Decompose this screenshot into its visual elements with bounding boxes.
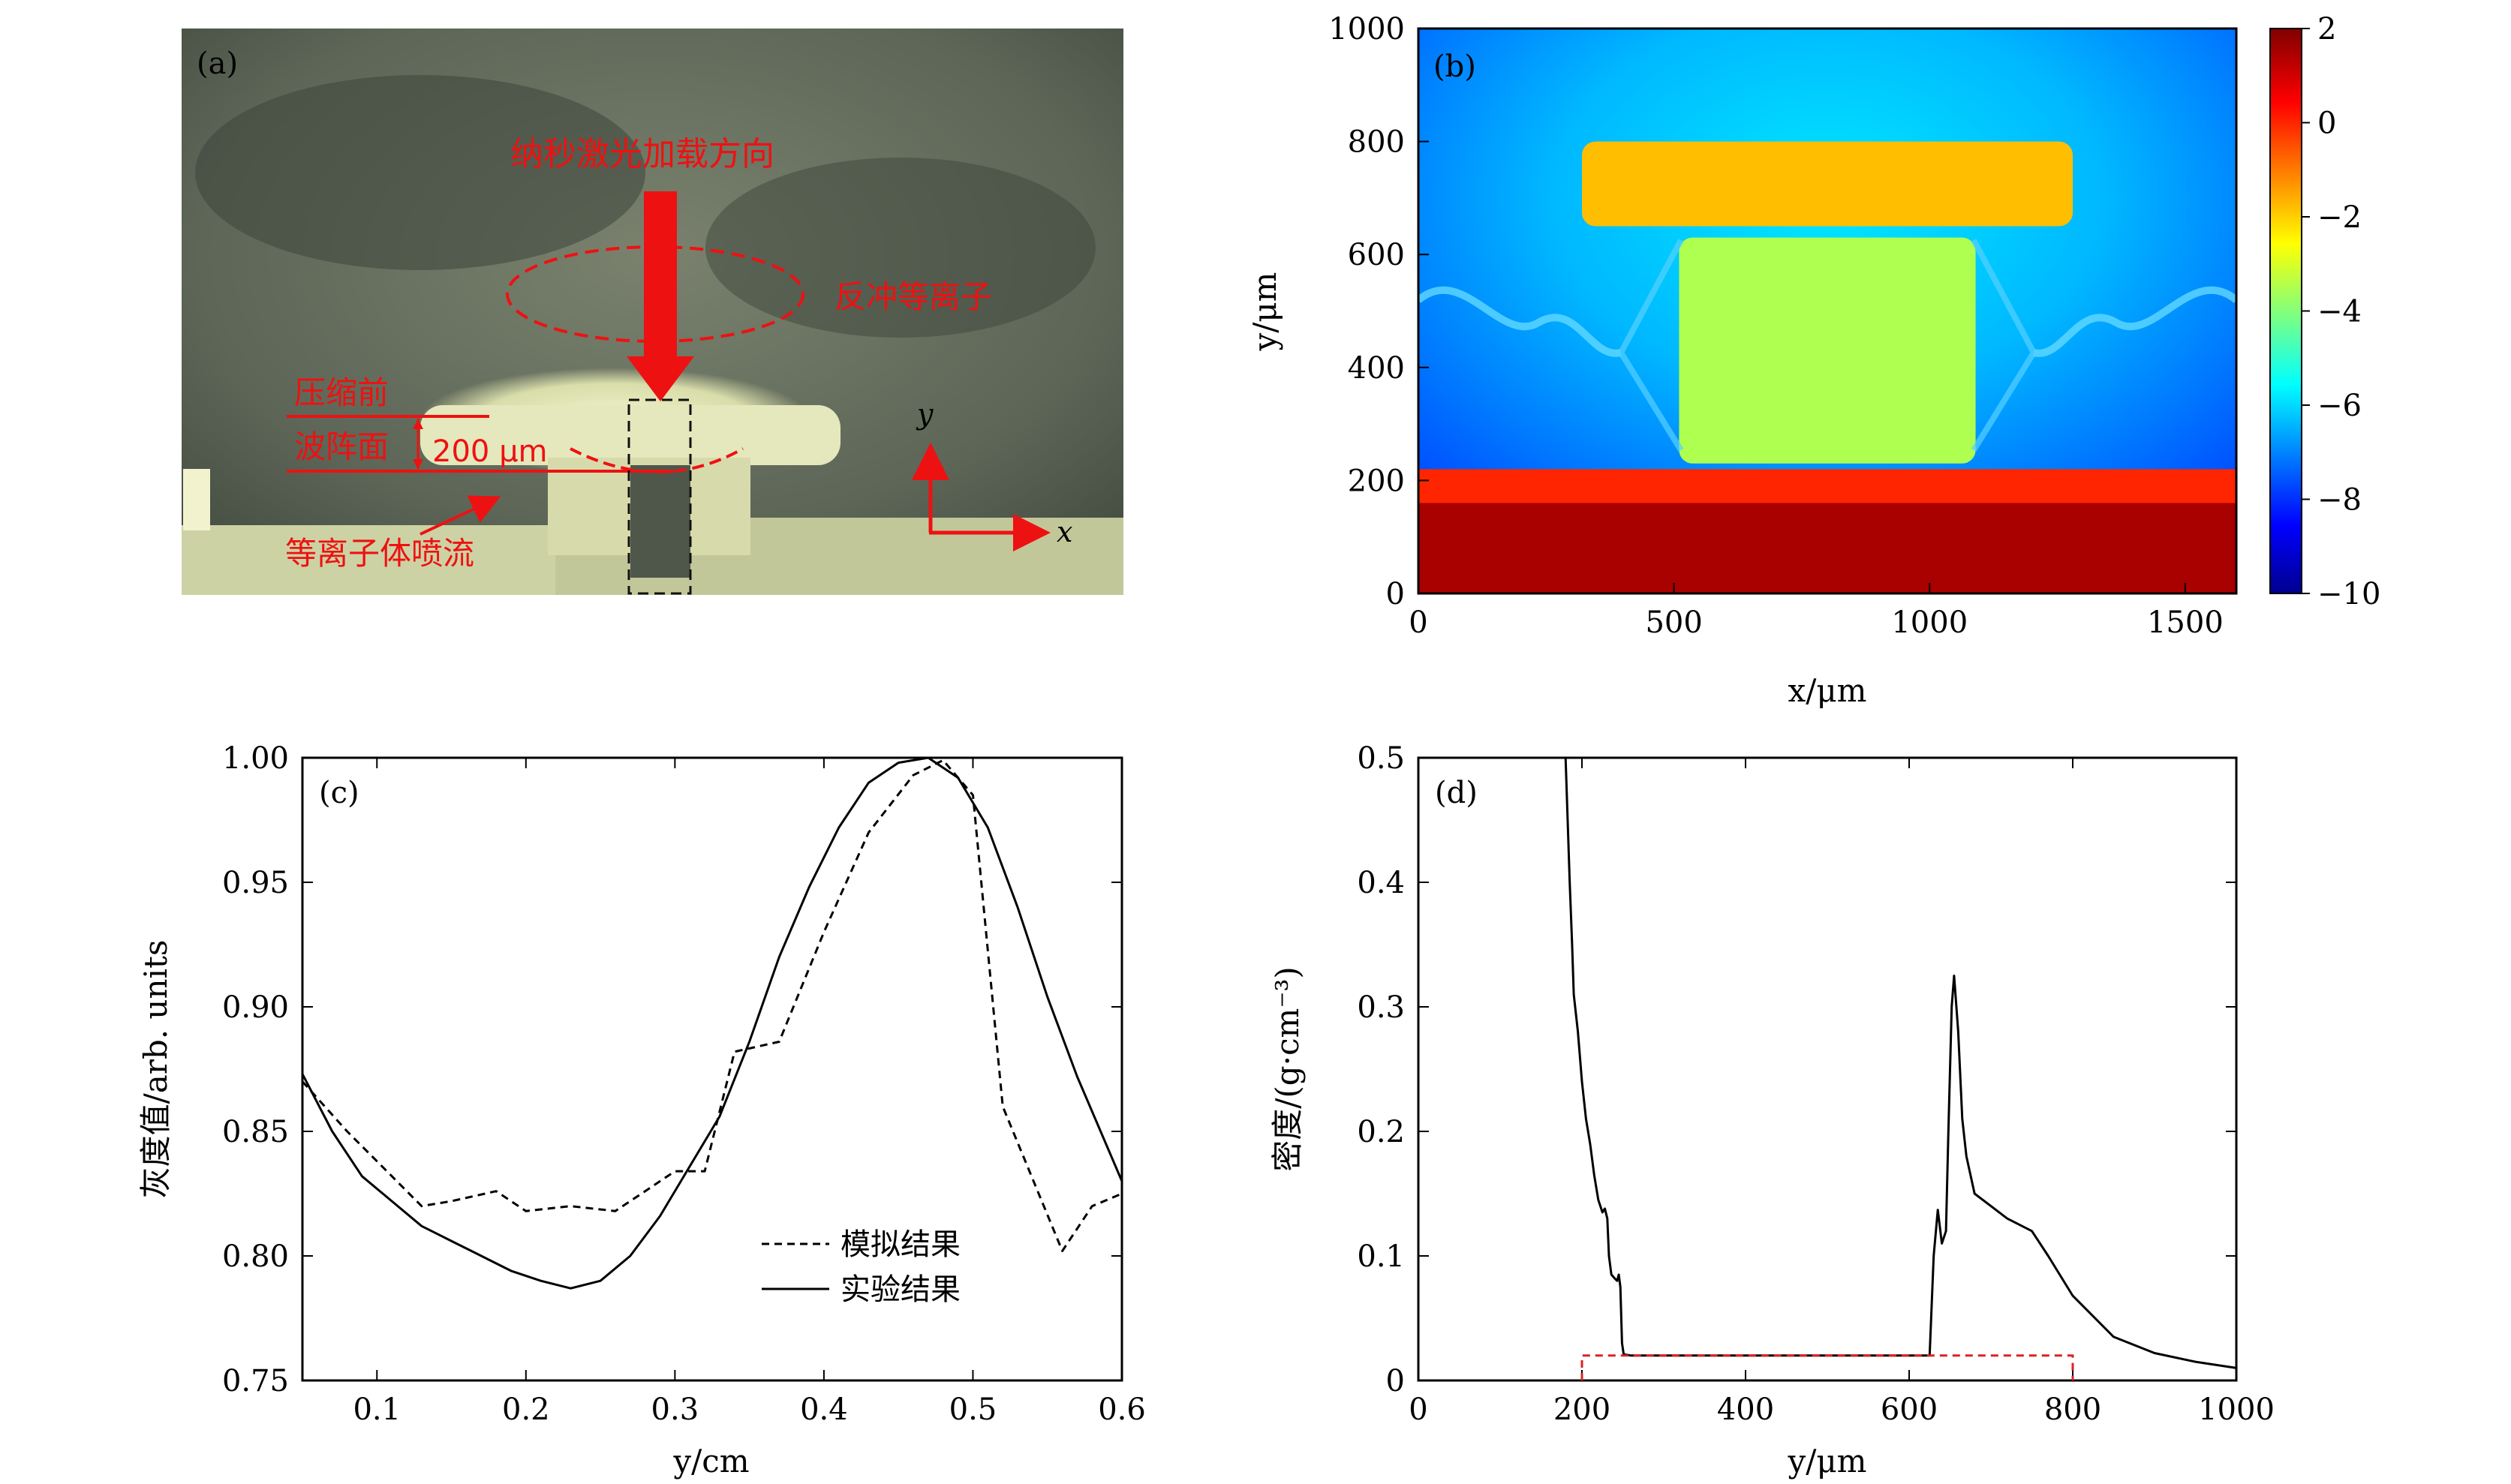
panel-label-c: (c) [319, 776, 359, 810]
panel-label-b: (b) [1433, 50, 1476, 84]
colorbar-tick-label: −6 [2317, 389, 2362, 423]
colorbar-tick-label: −10 [2317, 577, 2380, 611]
y-tick-label: 0.3 [1357, 990, 1405, 1025]
shock-filament [1418, 286, 1622, 357]
x-tick-label: 0.4 [800, 1392, 848, 1427]
b-y-axis-title: y/μm [1246, 272, 1283, 352]
dim-arrow-down [413, 459, 423, 470]
colorbar-tick-label: −4 [2317, 295, 2362, 329]
x-tick-label: 800 [2044, 1392, 2101, 1427]
b-y-tick-label: 800 [1348, 125, 1405, 160]
x-tick-label: 1000 [2198, 1392, 2275, 1427]
bright-base-left [182, 525, 557, 595]
bright-edge-block [183, 469, 210, 530]
legend-label-solid: 实验结果 [841, 1272, 961, 1307]
x-tick-label: 0.2 [502, 1392, 550, 1427]
y-tick-label: 0.90 [222, 990, 289, 1025]
dark-core [630, 465, 690, 578]
b-y-tick-label: 0 [1386, 577, 1405, 611]
b-x-tick-label: 0 [1409, 605, 1427, 640]
x-tick-label: 0.3 [651, 1392, 699, 1427]
bright-target [420, 405, 841, 465]
b-y-tick-label: 1000 [1328, 12, 1405, 47]
panel-b: 0 500 1000 1500 0 200 400 600 800 1000 (b) x/μm y… [1246, 12, 2380, 709]
panel-label-d: (d) [1435, 776, 1478, 810]
x-tick-label: 0 [1409, 1392, 1427, 1427]
shock-filament [1971, 239, 2037, 452]
y-tick-label: 0.75 [222, 1364, 289, 1398]
series-line-solid-1 [301, 756, 1123, 1290]
heatmap-frame [1417, 27, 2238, 595]
x-tick-label: 200 [1553, 1392, 1610, 1427]
backflush-ellipse [506, 245, 804, 343]
y-tick-label: 1.00 [222, 741, 289, 776]
d-y-axis-title: 密度/(g·cm⁻³) [1269, 966, 1306, 1172]
displacement-label: 200 μm [432, 434, 547, 469]
analysis-box [627, 398, 692, 595]
wavefront-label: 波阵面 [294, 428, 389, 465]
y-tick-label: 0.4 [1357, 866, 1405, 900]
x-tick-label: 400 [1717, 1392, 1774, 1427]
heatmap-region-substrate [1418, 503, 2236, 593]
axis-label-x: x [1057, 515, 1072, 548]
backflush-label: 反冲等离子 [834, 278, 992, 315]
shock-filament [1618, 239, 1684, 452]
d-plot-frame [1417, 756, 2238, 1382]
y-tick-label: 0.85 [222, 1115, 289, 1149]
laser-direction-label: 纳秒激光加载方向 [510, 135, 774, 173]
c-y-axis-title: 灰度值/arb. units [137, 940, 174, 1199]
x-tick-label: 0.1 [353, 1392, 401, 1427]
y-tick-label: 0.2 [1357, 1115, 1405, 1149]
plasma-jet-label: 等离子体喷流 [285, 535, 474, 572]
b-y-tick-label: 400 [1348, 351, 1405, 386]
colorbar [2269, 28, 2302, 594]
heatmap-region-central-block [1679, 237, 1976, 464]
colorbar-tick-label: 2 [2317, 12, 2336, 47]
axis-label-y: y [916, 398, 934, 431]
wavefront-curve [570, 447, 744, 473]
before-compression-label: 压缩前 [294, 374, 389, 411]
legend-label-dashed: 模拟结果 [841, 1227, 961, 1262]
b-x-tick-label: 500 [1645, 605, 1702, 640]
dark-cloud [195, 75, 645, 270]
b-y-tick-label: 200 [1348, 464, 1405, 498]
d-x-axis-title: y/μm [1788, 1443, 1867, 1479]
colorbar-tick-label: −2 [2317, 200, 2362, 235]
laser-arrow-shaft [644, 191, 677, 356]
shock-filament [2032, 286, 2236, 357]
y-tick-label: 0.95 [222, 866, 289, 900]
series-line-solid-0 [1564, 757, 2237, 1369]
y-tick-label: 0 [1386, 1364, 1405, 1398]
colorbar-tick-label: 0 [2317, 107, 2336, 141]
x-tick-label: 0.5 [949, 1392, 997, 1427]
b-x-tick-label: 1500 [2147, 605, 2224, 640]
b-y-tick-label: 600 [1348, 238, 1405, 272]
jet-arrow [420, 495, 501, 536]
b-x-tick-label: 1000 [1891, 605, 1968, 640]
b-x-axis-title: x/μm [1788, 672, 1867, 709]
y-tick-label: 0.5 [1357, 741, 1405, 776]
panel-c: 0.1 0.2 0.3 0.4 0.5 0.6 0.75 0.80 0.85 0.90 0.95 1.… [137, 741, 1146, 1479]
c-x-axis-title: y/cm [672, 1443, 749, 1479]
heatmap-region-top-slab [1582, 141, 2073, 227]
colorbar-tick-label: −8 [2317, 483, 2362, 518]
panel-label-a: (a) [197, 47, 238, 81]
y-tick-label: 0.1 [1357, 1239, 1405, 1274]
dim-arrow-up [413, 419, 423, 429]
laser-arrow-head [627, 356, 694, 401]
heatmap-region-transition-band [1418, 469, 2236, 503]
y-tick-label: 0.80 [222, 1239, 289, 1274]
x-tick-label: 0.6 [1098, 1392, 1146, 1427]
series-line-dashed-0 [301, 759, 1123, 1252]
x-tick-label: 600 [1881, 1392, 1938, 1427]
series-line-dashed-1 [1580, 1354, 2074, 1380]
c-plot-frame [301, 756, 1123, 1382]
panel-d: 0 200 400 600 800 1000 0 0.1 0.2 0.3 0.4 0.5 (d) y/… [1269, 741, 2275, 1479]
panel-a: (a) 纳秒激光加载方向 反冲等离子 压缩前 波阵面 200 μm 等离子体喷流… [182, 29, 1123, 595]
